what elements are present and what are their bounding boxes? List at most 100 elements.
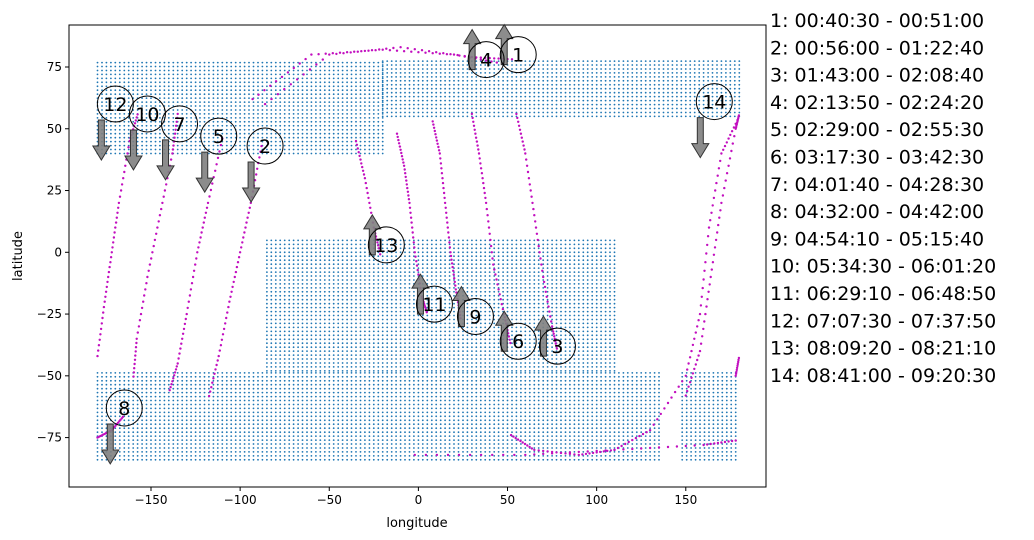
coverage-point-0 [159, 379, 161, 382]
coverage-point-0 [176, 415, 179, 418]
coverage-point-1 [573, 287, 576, 289]
coverage-point-1 [279, 350, 282, 352]
coverage-point-0 [448, 439, 451, 441]
coverage-point-1 [315, 358, 317, 360]
coverage-point-0 [350, 415, 353, 418]
coverage-point-1 [341, 362, 344, 364]
coverage-point-1 [283, 322, 286, 325]
coverage-point-0 [564, 419, 567, 422]
coverage-point-0 [413, 411, 415, 414]
coverage-point-1 [413, 322, 415, 325]
coverage-point-0 [132, 447, 135, 449]
coverage-point-0 [185, 407, 188, 410]
coverage-point-0 [439, 391, 442, 394]
coverage-point-1 [404, 322, 406, 325]
coverage-point-0 [462, 372, 464, 374]
coverage-point-1 [471, 330, 473, 333]
coverage-point-0 [270, 391, 273, 394]
coverage-point-0 [475, 391, 478, 394]
coverage-point-1 [484, 326, 487, 329]
coverage-point-1 [448, 358, 451, 360]
coverage-point-0 [323, 443, 326, 445]
coverage-point-1 [421, 358, 424, 360]
coverage-point-0 [435, 431, 438, 434]
coverage-point-1 [600, 314, 602, 317]
coverage-point-0 [653, 419, 656, 422]
coverage-point-1 [435, 302, 438, 305]
coverage-point-1 [390, 350, 393, 352]
coverage-point-1 [332, 354, 335, 356]
coverage-point-1 [426, 350, 429, 352]
coverage-point-0 [699, 372, 701, 374]
coverage-point-0 [444, 419, 446, 422]
coverage-point-0 [404, 383, 406, 386]
coverage-point-0 [279, 379, 282, 382]
coverage-point-0 [350, 443, 353, 445]
coverage-point-0 [546, 411, 549, 414]
coverage-point-0 [488, 379, 491, 382]
coverage-point-0 [444, 458, 446, 461]
coverage-point-0 [159, 415, 161, 418]
coverage-point-0 [185, 415, 188, 418]
coverage-point-0 [479, 403, 482, 406]
coverage-point-0 [203, 423, 206, 426]
coverage-point-1 [493, 287, 496, 289]
coverage-point-1 [524, 322, 527, 325]
coverage-point-1 [359, 322, 362, 325]
coverage-point-0 [542, 443, 545, 445]
coverage-point-0 [502, 395, 504, 398]
coverage-point-1 [475, 302, 478, 305]
coverage-point-1 [350, 322, 353, 325]
coverage-point-0 [591, 379, 594, 382]
coverage-point-0 [150, 383, 152, 386]
coverage-point-1 [591, 287, 594, 289]
coverage-point-0 [609, 379, 611, 382]
coverage-point-1 [430, 362, 433, 364]
coverage-point-0 [466, 419, 469, 422]
coverage-point-1 [355, 290, 357, 293]
coverage-point-0 [319, 407, 322, 410]
coverage-point-0 [690, 387, 692, 390]
coverage-point-0 [658, 379, 660, 382]
coverage-point-0 [439, 423, 442, 426]
coverage-point-0 [488, 439, 491, 441]
coverage-point-0 [435, 443, 438, 445]
coverage-point-0 [96, 372, 99, 374]
coverage-point-1 [471, 294, 473, 297]
coverage-point-0 [555, 439, 558, 441]
coverage-point-0 [328, 458, 331, 461]
coverage-point-1 [528, 334, 531, 337]
coverage-point-1 [502, 287, 504, 289]
coverage-point-0 [591, 447, 594, 449]
coverage-point-0 [301, 451, 304, 453]
coverage-point-1 [488, 358, 491, 360]
coverage-point-1 [600, 318, 602, 321]
coverage-point-0 [261, 423, 264, 426]
coverage-point-0 [618, 451, 620, 453]
coverage-point-0 [591, 387, 594, 390]
coverage-point-0 [283, 403, 286, 406]
coverage-point-0 [475, 372, 478, 374]
coverage-point-0 [524, 387, 527, 390]
coverage-point-1 [377, 322, 380, 325]
coverage-point-0 [381, 399, 384, 402]
coverage-point-0 [190, 431, 193, 434]
coverage-point-0 [292, 383, 295, 386]
coverage-point-0 [234, 427, 237, 430]
coverage-point-0 [176, 372, 179, 374]
coverage-point-0 [435, 427, 438, 430]
coverage-point-1 [390, 334, 393, 337]
coverage-point-1 [346, 310, 348, 313]
coverage-point-0 [644, 423, 647, 426]
coverage-point-1 [395, 287, 397, 289]
coverage-point-0 [332, 431, 335, 434]
coverage-point-1 [448, 366, 451, 368]
coverage-point-1 [586, 294, 589, 297]
coverage-point-0 [622, 451, 625, 453]
coverage-point-1 [337, 306, 340, 309]
coverage-point-1 [328, 330, 331, 333]
coverage-point-1 [399, 350, 402, 352]
coverage-point-0 [421, 411, 424, 414]
coverage-point-1 [430, 370, 433, 372]
coverage-point-0 [154, 455, 157, 457]
